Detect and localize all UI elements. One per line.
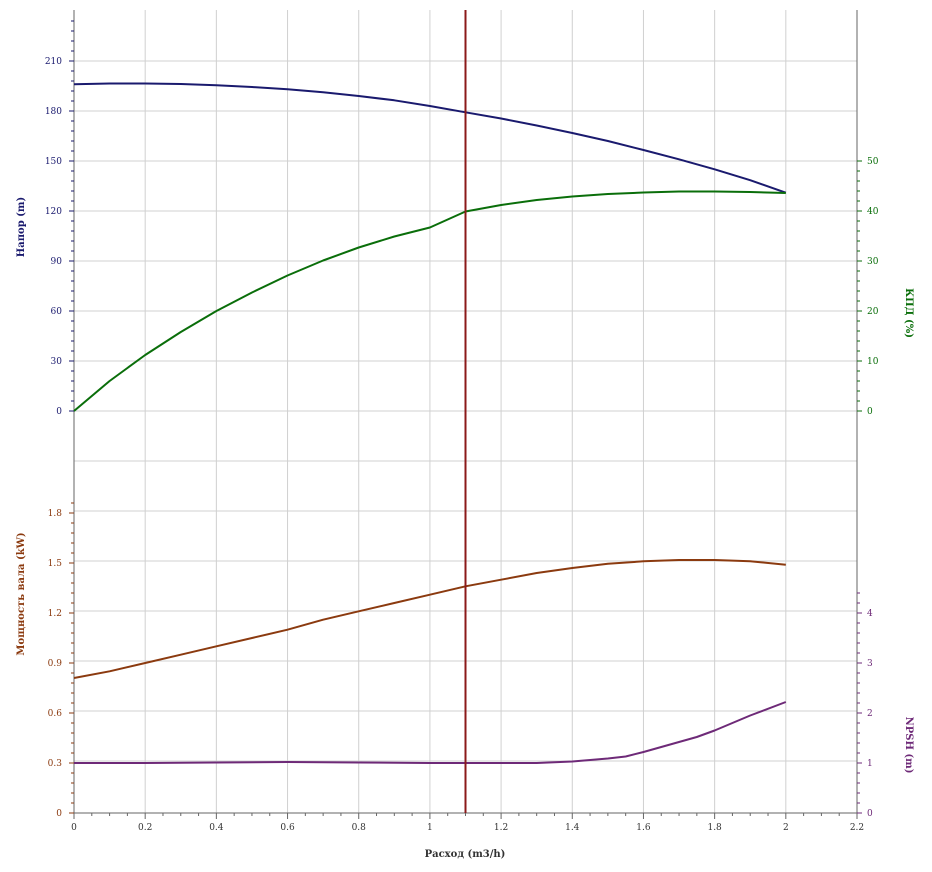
efficiency-tick-label: 50 bbox=[867, 157, 879, 167]
head-tick-label: 210 bbox=[45, 57, 62, 67]
x-tick-label: 0.4 bbox=[209, 823, 224, 833]
efficiency-axis-title: КПД (%) bbox=[903, 288, 914, 338]
head-tick-label: 150 bbox=[45, 157, 62, 167]
efficiency-tick-label: 30 bbox=[867, 257, 879, 267]
head-curve bbox=[73, 82, 787, 194]
x-tick-label: 1.8 bbox=[707, 823, 722, 833]
npsh-tick-label: 0 bbox=[867, 809, 873, 819]
x-tick-label: 0.8 bbox=[352, 823, 367, 833]
x-tick-label: 0 bbox=[71, 823, 77, 833]
head-axis-title: Напор (m) bbox=[16, 197, 27, 257]
npsh-tick-label: 4 bbox=[867, 609, 873, 619]
tick-labels: 0 0.2 0.4 0.6 0.8 1 1.2 1.4 1.6 1.8 2 2.20306090120… bbox=[45, 57, 879, 833]
x-tick-label: 2 bbox=[783, 823, 789, 833]
x-tick-label: 2.2 bbox=[850, 823, 864, 833]
power-tick-label: 1.5 bbox=[48, 559, 63, 569]
npsh-tick-label: 3 bbox=[867, 659, 873, 669]
x-tick-label: 0.2 bbox=[138, 823, 152, 833]
head-tick-label: 120 bbox=[45, 207, 62, 217]
x-tick-label: 1.2 bbox=[494, 823, 508, 833]
npsh-tick-label: 1 bbox=[867, 759, 873, 769]
efficiency-tick-label: 20 bbox=[867, 307, 879, 317]
npsh-axis-title: NPSH (m) bbox=[903, 717, 914, 774]
npsh-curve bbox=[74, 701, 787, 764]
x-tick-label: 1.4 bbox=[565, 823, 580, 833]
head-tick-label: 180 bbox=[45, 107, 62, 117]
efficiency-tick-label: 10 bbox=[867, 357, 879, 367]
npsh-tick-label: 2 bbox=[867, 709, 873, 719]
power-axis-title: Мощность вала (kW) bbox=[16, 532, 27, 655]
power-curve bbox=[73, 559, 786, 679]
power-tick-label: 1.8 bbox=[48, 509, 63, 519]
power-tick-label: 1.2 bbox=[48, 609, 62, 619]
axes bbox=[69, 10, 862, 819]
power-tick-label: 0.9 bbox=[48, 659, 63, 669]
x-tick-label: 1.6 bbox=[636, 823, 651, 833]
head-tick-label: 90 bbox=[51, 257, 63, 267]
head-tick-label: 30 bbox=[51, 357, 63, 367]
power-tick-label: 0.3 bbox=[48, 759, 63, 769]
head-tick-label: 60 bbox=[51, 307, 63, 317]
efficiency-tick-label: 40 bbox=[867, 207, 879, 217]
x-axis-title: Расход (m3/h) bbox=[425, 849, 506, 860]
x-tick-label: 0.6 bbox=[280, 823, 295, 833]
power-tick-label: 0.6 bbox=[48, 709, 63, 719]
head-tick-label: 0 bbox=[56, 407, 62, 417]
efficiency-curve bbox=[73, 190, 786, 412]
efficiency-tick-label: 0 bbox=[867, 407, 873, 417]
x-tick-label: 1 bbox=[427, 823, 433, 833]
series-layer bbox=[73, 10, 787, 813]
power-tick-label: 0 bbox=[56, 809, 62, 819]
